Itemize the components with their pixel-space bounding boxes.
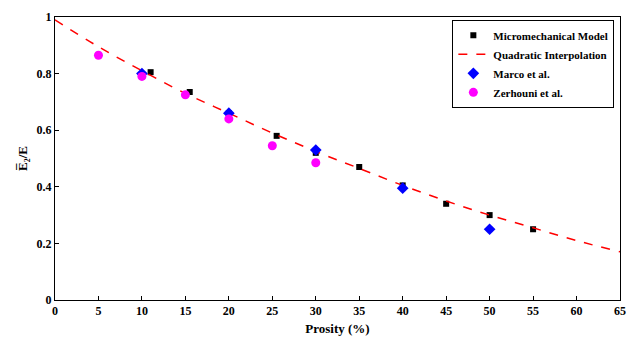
svg-text:Zerhouni et al.: Zerhouni et al. [493, 87, 563, 99]
svg-text:0: 0 [52, 304, 58, 318]
svg-text:60: 60 [571, 304, 583, 318]
svg-text:25: 25 [266, 304, 278, 318]
svg-text:45: 45 [440, 304, 452, 318]
svg-text:Micromechanical Model: Micromechanical Model [493, 30, 607, 42]
svg-text:0.2: 0.2 [37, 237, 52, 251]
svg-text:30: 30 [310, 304, 322, 318]
svg-text:50: 50 [484, 304, 496, 318]
svg-text:E̅₂/E: E̅₂/E [15, 146, 30, 171]
svg-text:65: 65 [614, 304, 626, 318]
svg-text:20: 20 [223, 304, 235, 318]
svg-text:55: 55 [527, 304, 539, 318]
svg-text:0.4: 0.4 [37, 180, 52, 194]
svg-text:1: 1 [46, 10, 52, 24]
svg-text:35: 35 [353, 304, 365, 318]
svg-text:Quadratic Interpolation: Quadratic Interpolation [493, 49, 606, 61]
svg-text:0: 0 [46, 293, 52, 307]
svg-text:15: 15 [179, 304, 191, 318]
svg-text:40: 40 [397, 304, 409, 318]
svg-text:Marco et al.: Marco et al. [493, 68, 550, 80]
svg-text:0.6: 0.6 [37, 123, 52, 137]
svg-text:Prosity (%): Prosity (%) [305, 321, 369, 336]
svg-text:0.8: 0.8 [37, 67, 52, 81]
svg-text:5: 5 [95, 304, 101, 318]
svg-text:10: 10 [136, 304, 148, 318]
